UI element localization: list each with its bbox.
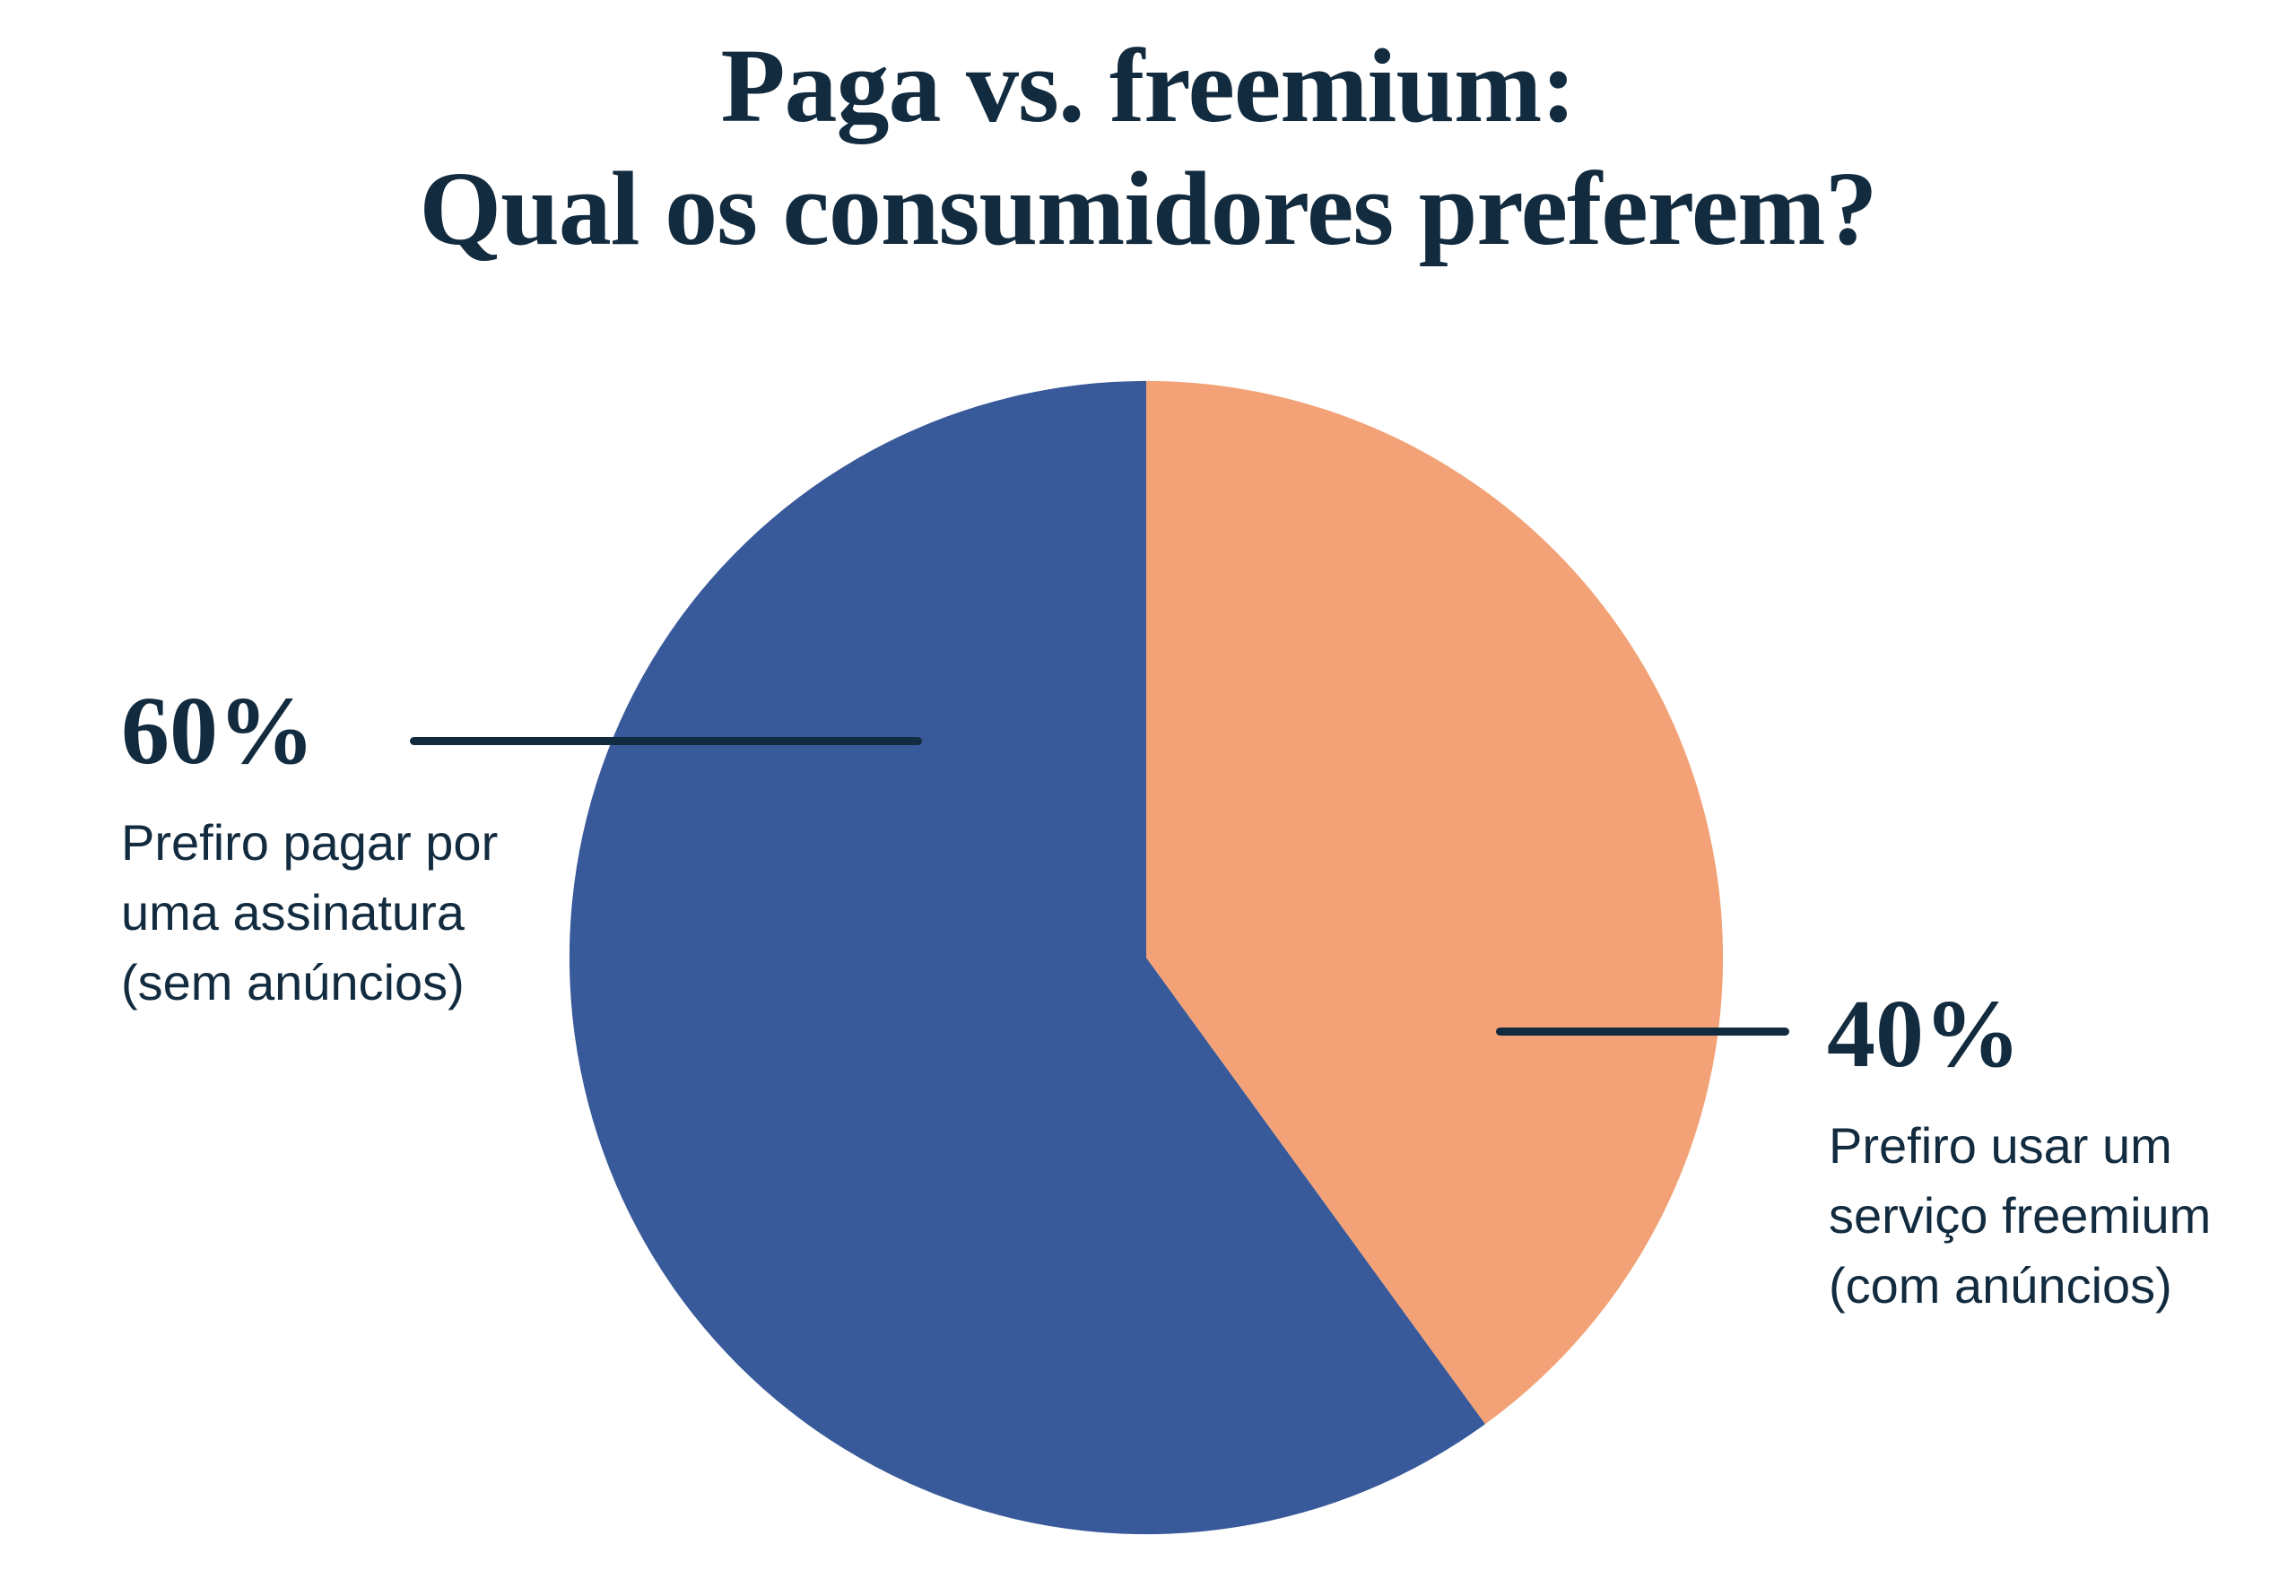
slice-description-40-line-3: (com anúncios) xyxy=(1829,1257,2172,1314)
leader-line-60 xyxy=(410,737,922,745)
percent-label-40: 40% xyxy=(1827,981,2021,1088)
pie-slice-60pct xyxy=(569,380,1485,1535)
percent-label-60: 60% xyxy=(121,678,315,785)
pie-chart-svg xyxy=(569,380,1724,1535)
slice-description-40: Prefiro usar um serviço freemium (com an… xyxy=(1829,1111,2211,1321)
chart-title-line-2: Qual os consumidores preferem? xyxy=(419,149,1877,267)
slice-description-40-line-2: serviço freemium xyxy=(1829,1187,2212,1244)
leader-line-40 xyxy=(1496,1028,1789,1036)
slice-description-40-line-1: Prefiro usar um xyxy=(1829,1117,2172,1174)
slice-description-60: Prefiro pagar por uma assinatura (sem an… xyxy=(121,808,498,1018)
chart-title: Paga vs. freemium: Qual os consumidores p… xyxy=(0,25,2296,271)
slice-description-60-line-3: (sem anúncios) xyxy=(121,954,465,1011)
slice-description-60-line-2: uma assinatura xyxy=(121,884,465,941)
chart-title-line-1: Paga vs. freemium: xyxy=(720,27,1576,144)
pie-chart xyxy=(568,379,1725,1536)
pie-slice-40pct xyxy=(1146,380,1724,1425)
slice-description-60-line-1: Prefiro pagar por xyxy=(121,814,499,871)
